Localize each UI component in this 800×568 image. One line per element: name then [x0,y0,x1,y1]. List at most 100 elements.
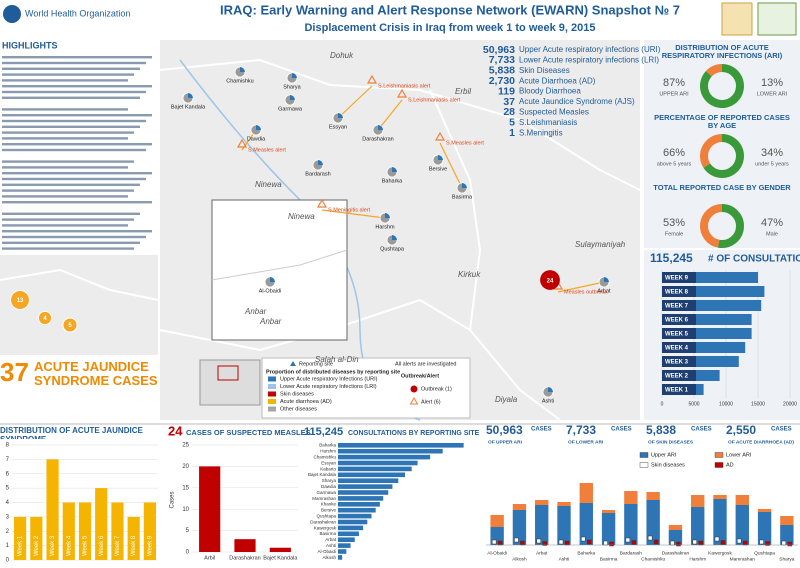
donut-value: 87% [663,77,685,89]
bar [535,505,549,545]
logo [757,2,797,36]
highlights-title: HIGHLIGHTS [2,40,58,50]
bar [512,504,527,510]
site-label: Darashakran [362,136,394,142]
indicator-label: Bloody Diarrhoea [519,87,581,96]
text-line [2,137,128,140]
text-line [2,183,140,186]
site-icon [318,160,323,165]
marker [625,537,631,543]
y-tick-label: 10 [182,507,189,513]
bar [557,506,571,545]
region-label: Kirkuk [458,270,481,279]
legend-label: Upper ARI [651,452,677,458]
bar [143,502,156,560]
y-tick-label: Bajet Kandala [308,472,337,477]
y-tick-label: 5 [6,486,10,492]
text-line [2,108,128,111]
bar [535,500,549,505]
y-tick-label: 8 [6,443,10,449]
site-icon [392,235,397,240]
y-tick-label: Chamishku [313,454,336,459]
card-value: 5,838 [646,423,676,437]
site-label: Bersive [429,166,447,172]
y-tick-label: Kabarto [320,466,336,471]
week-tag [662,356,696,367]
text-line [2,201,152,204]
donut-title: DISTRIBUTION OF ACUTE RESPIRATORY INFECT… [661,44,783,61]
text-line [2,212,140,215]
region-label: Sulaymaniyah [575,240,626,249]
text-line [2,56,152,59]
text-line [2,90,146,94]
marker [497,540,503,546]
bar [662,272,758,283]
region-label: Dohuk [330,51,354,60]
bar [735,505,749,545]
text-line [2,172,152,175]
marker [603,540,608,546]
x-tick-label: Week 8 [131,535,137,556]
legend-label: Skin diseases [651,462,685,468]
bar [338,531,359,537]
ajs-total: 37 [0,357,29,387]
bar [662,300,762,311]
x-tick-label: Week 6 [99,535,105,556]
indicator-label: S.Leishmaniasis [519,118,577,127]
bar [78,502,92,560]
bar [601,513,616,545]
site-label: Harshm [375,224,395,230]
alert-label: S.Meningitis alert [328,207,371,213]
legend-swatch [268,399,276,404]
indicator-label: S.Meningitis [519,128,563,137]
x-tick-label: Mamrashan [730,556,756,562]
bar [338,549,347,554]
panel [644,40,800,248]
alert-icon [366,74,378,84]
indicator-label: Acute Jaundice Syndrome (AJS) [519,97,635,106]
card-unit: CASES [691,427,712,433]
bar [601,510,616,513]
y-tick-label: Al-Obaidi [317,549,336,554]
bar [757,512,772,545]
y-tick-label: 0 [6,558,10,564]
legend-text: Outbreak (1) [421,386,452,392]
indicator-value: 50,963 [483,44,515,56]
x-tick-label: Bardarash [620,550,642,556]
legend-text: Alert (6) [421,399,441,405]
site-label: Baharka [382,178,403,184]
bar [338,507,376,513]
card-label: OF ACUTE DIARRHOEA (AD) [728,439,794,445]
indicator-label: Skin Diseases [519,66,570,75]
donut-segment [703,134,744,178]
bar [662,342,746,353]
site-label: Essyan [329,124,347,130]
week-tag [662,286,696,297]
border [0,268,159,301]
x-tick-label: Darashakran [229,555,261,561]
consultations-total: 115,245 [650,251,693,265]
legend-text: Skin diseases [280,391,314,397]
legend-text: Reporting site [299,361,333,367]
bar [338,525,364,531]
bar [579,503,593,545]
donut-value: 13% [761,77,783,89]
bar [30,516,43,560]
marker [676,541,681,547]
y-tick-label: 1 [6,543,10,549]
sites-total: 115,245 [304,426,343,438]
region-label: Ninewa [255,180,282,189]
site-icon [385,213,390,218]
text-line [2,160,134,163]
site-label: Bajet Kandala [171,104,206,110]
bar [338,478,399,483]
bar [662,314,752,325]
bar [62,502,75,560]
bar [46,459,59,560]
x-tick-label: 10000 [719,401,733,407]
donut-name: Male [766,231,778,237]
bar [338,555,343,560]
y-tick-label: 20 [182,464,189,470]
site-icon [438,155,443,160]
legend-label: AD [726,462,734,468]
